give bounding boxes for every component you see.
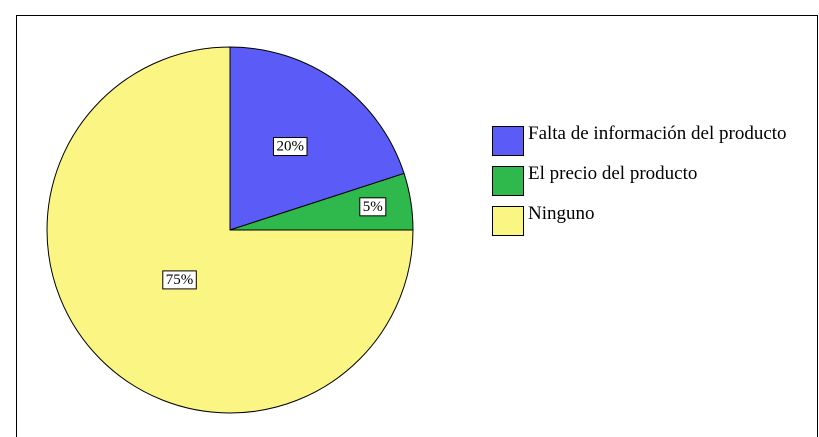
legend-label: El precio del producto <box>528 163 698 184</box>
legend-item: Ninguno <box>492 202 792 236</box>
data-label: 20% <box>276 139 304 155</box>
legend-swatch <box>492 126 524 156</box>
data-label-box <box>162 270 197 290</box>
pie-slice <box>229 46 405 231</box>
legend-swatch <box>492 166 524 196</box>
data-label: 75% <box>166 272 194 288</box>
data-label-box <box>359 197 387 217</box>
data-label: 5% <box>363 199 383 215</box>
legend-label: Ninguno <box>528 203 595 224</box>
frame <box>16 15 818 437</box>
legend-swatch <box>492 206 524 236</box>
legend-item: Falta de información del producto <box>492 122 792 156</box>
data-label-box <box>272 137 308 157</box>
legend-label: Falta de información del producto <box>528 123 787 144</box>
pie-slice <box>46 46 414 414</box>
legend: Falta de información del producto El prec… <box>492 122 792 242</box>
legend-item: El precio del producto <box>492 162 792 196</box>
